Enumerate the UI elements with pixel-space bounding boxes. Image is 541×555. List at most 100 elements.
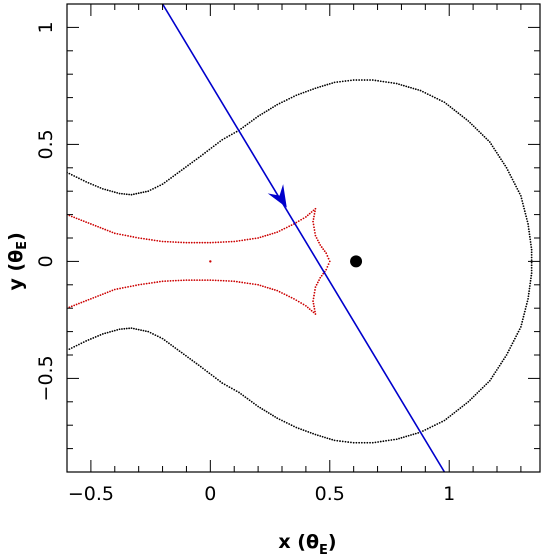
caustic-point	[159, 240, 161, 243]
critical-curve-point	[461, 405, 464, 408]
critical-curve-point	[297, 427, 300, 430]
caustic-point	[297, 220, 300, 223]
caustic-point	[312, 300, 314, 303]
caustic-point	[314, 234, 317, 237]
critical-curve-point	[328, 82, 331, 85]
critical-curve-point	[73, 175, 76, 177]
critical-curve-point	[125, 327, 128, 330]
critical-curve-point	[75, 344, 78, 347]
critical-curve-point	[82, 341, 85, 344]
critical-curve-point	[180, 169, 183, 172]
critical-curve-point	[498, 364, 501, 367]
critical-curve-point	[276, 103, 279, 106]
caustic-point	[148, 282, 151, 285]
critical-curve-point	[246, 123, 249, 126]
critical-curve-point	[140, 329, 142, 331]
caustic-point	[119, 287, 121, 290]
caustic-point	[302, 303, 305, 306]
critical-curve-point	[493, 147, 495, 150]
caustic-point	[306, 214, 309, 217]
caustic-point	[135, 236, 137, 239]
critical-curve-point	[447, 416, 450, 419]
critical-curve-point	[193, 159, 196, 162]
caustic-point	[153, 239, 156, 242]
critical-curve-point	[530, 259, 533, 261]
critical-curve-point	[109, 189, 111, 192]
critical-curve-point	[121, 328, 123, 330]
critical-curve-point	[491, 145, 494, 148]
critical-curve-point	[398, 437, 400, 440]
critical-curve-point	[490, 377, 493, 380]
critical-curve-point	[68, 348, 71, 351]
caustic-point	[313, 308, 316, 310]
critical-curve-point	[75, 176, 78, 179]
critical-curve-point	[517, 330, 520, 333]
critical-curve-point	[132, 193, 135, 196]
critical-curve-point	[341, 440, 344, 443]
critical-curve-point	[407, 434, 410, 437]
critical-curve-point	[267, 412, 270, 414]
critical-curve-point	[99, 334, 102, 336]
caustic-point	[257, 237, 260, 239]
critical-curve-point	[424, 428, 427, 431]
critical-curve-point	[125, 193, 128, 196]
critical-curve-point	[527, 225, 530, 228]
critical-curve-point	[165, 340, 168, 343]
caustic-point	[161, 240, 164, 243]
critical-curve-point	[248, 399, 251, 402]
x-tick-label: 0	[204, 483, 216, 505]
caustic-point	[312, 218, 315, 220]
critical-curve-point	[278, 418, 281, 421]
critical-curve-point	[426, 427, 429, 430]
caustic-point	[104, 292, 107, 295]
caustic-point	[89, 297, 92, 300]
caustic-point	[314, 289, 316, 291]
caustic-point	[159, 280, 161, 283]
critical-curve-point	[511, 178, 514, 181]
critical-curve-point	[156, 335, 159, 338]
caustic-point	[312, 223, 315, 226]
caustic-point	[259, 236, 262, 239]
critical-curve-point	[135, 192, 138, 195]
critical-curve-point	[360, 441, 363, 444]
caustic-point	[281, 292, 283, 294]
caustic-point	[269, 233, 271, 236]
critical-curve-point	[385, 81, 387, 83]
critical-curve-point	[314, 87, 317, 90]
critical-curve-point	[339, 80, 341, 83]
critical-curve-point	[295, 94, 298, 97]
critical-curve-point	[494, 371, 497, 374]
critical-curve-point	[527, 297, 529, 300]
critical-curve-point	[481, 134, 484, 136]
caustic-point	[143, 283, 145, 285]
caustic-point	[97, 295, 99, 297]
critical-curve-point	[514, 337, 516, 340]
critical-curve-point	[472, 125, 475, 128]
critical-curve-point	[523, 310, 526, 313]
caustic-point	[113, 232, 116, 235]
caustic-point	[312, 220, 314, 223]
caustic-point	[156, 239, 159, 242]
caustic-point	[264, 286, 267, 288]
critical-curve-point	[212, 375, 215, 378]
caustic-point	[316, 239, 319, 242]
critical-curve-point	[516, 333, 519, 335]
caustic-point	[172, 279, 175, 282]
critical-curve-point	[233, 132, 236, 134]
caustic-point	[220, 279, 222, 282]
caustic-point	[78, 218, 80, 221]
critical-curve-point	[309, 89, 312, 91]
critical-curve-point	[530, 254, 533, 256]
critical-curve-point	[144, 330, 147, 332]
critical-curve-point	[178, 350, 181, 352]
critical-curve-point	[121, 192, 123, 195]
critical-curve-point	[395, 438, 398, 441]
critical-curve-point	[274, 105, 276, 107]
critical-curve-point	[436, 423, 439, 425]
caustic-point	[121, 233, 124, 236]
caustic-point	[312, 302, 315, 305]
critical-curve-point	[487, 381, 489, 384]
critical-curve-point	[527, 228, 530, 231]
critical-curve-point	[527, 295, 530, 298]
critical-curve-point	[255, 404, 257, 406]
